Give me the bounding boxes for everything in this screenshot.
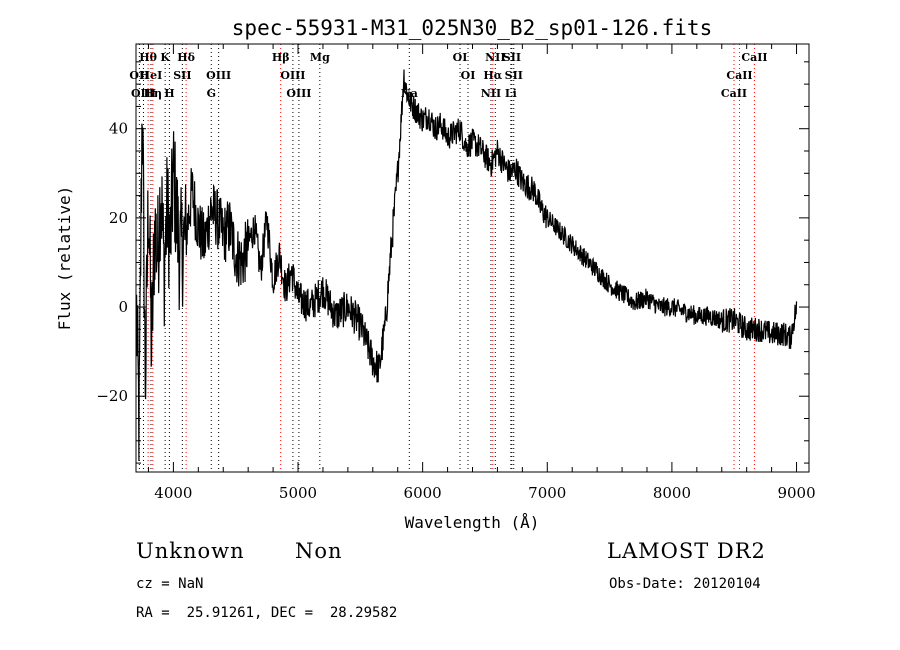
line-marker-label-17: CaII [726, 69, 752, 82]
spectral-subclass: Non [295, 539, 343, 563]
line-marker-label-16: SII [505, 69, 523, 82]
axis-ticks: 4000 5000 6000 7000 8000 9000 −20 0 20 40 [96, 44, 816, 502]
y-tick-label: 0 [118, 298, 128, 316]
line-marker-label-26: CaII [721, 87, 747, 100]
line-marker-label-5: OI [453, 51, 468, 64]
sky-coordinates: RA = 25.91261, DEC = 28.29582 [136, 605, 398, 621]
line-marker-label-0: Hθ [139, 51, 157, 64]
line-marker-label-13: OIII [280, 69, 305, 82]
line-marker-label-4: Mg [310, 51, 330, 64]
spectrum-line [136, 69, 798, 462]
line-marker-label-19: Hη [144, 87, 162, 100]
line-marker-label-10: HeI [140, 69, 163, 82]
line-marker-label-18: OIII [131, 87, 156, 100]
line-marker-label-2: Hδ [177, 51, 195, 64]
chart-title: spec-55931-M31_025N30_B2_sp01-126.fits [232, 16, 712, 40]
plot-frame [135, 43, 810, 473]
line-marker-label-9: OII [129, 69, 149, 82]
x-tick-label: 9000 [777, 484, 815, 502]
redshift-label: cz = NaN [136, 576, 204, 592]
spectral-class: Unknown [136, 539, 245, 563]
line-marker-label-25: Li [505, 87, 517, 100]
line-marker-label-12: OIII [206, 69, 231, 82]
line-marker-label-1: K [160, 51, 170, 64]
line-marker-label-21: G [207, 87, 216, 100]
line-marker-label-24: NII [481, 87, 501, 100]
x-tick-label: 5000 [279, 484, 317, 502]
line-marker-label-7: SII [503, 51, 521, 64]
survey-name: LAMOST DR2 [607, 539, 766, 563]
x-axis-label: Wavelength (Å) [405, 513, 540, 532]
x-tick-label: 8000 [653, 484, 691, 502]
line-marker-label-11: SII [173, 69, 191, 82]
y-tick-label: 40 [109, 120, 128, 138]
y-tick-label: 20 [109, 209, 128, 227]
line-marker-label-14: OI [461, 69, 476, 82]
line-marker-label-3: Hβ [272, 51, 290, 64]
line-marker-label-20: H [164, 87, 174, 100]
y-axis-label: Flux (relative) [55, 186, 74, 331]
x-tick-label: 6000 [404, 484, 442, 502]
x-tick-label: 4000 [154, 484, 192, 502]
line-marker-label-6: NII [485, 51, 505, 64]
x-tick-label: 7000 [528, 484, 566, 502]
y-tick-label: −20 [96, 387, 128, 405]
observation-date: Obs-Date: 20120104 [609, 576, 761, 592]
line-marker-label-15: Hα [483, 69, 502, 82]
line-marker-label-8: CaII [741, 51, 767, 64]
line-marker-label-22: OIII [286, 87, 311, 100]
